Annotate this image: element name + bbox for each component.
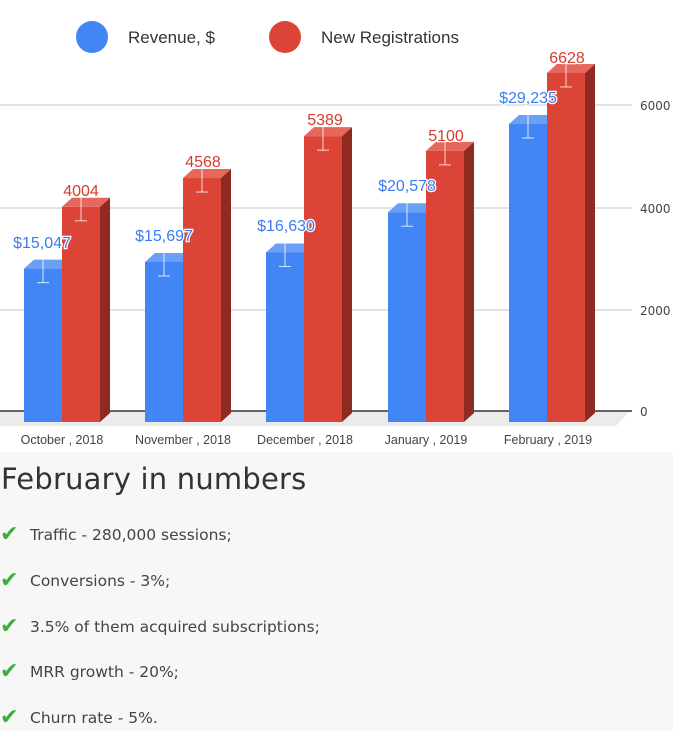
registrations-value-label: 5389 [307,112,343,129]
x-tick: November , 2018 [135,433,231,447]
bar-groups [24,58,595,423]
bar-group [509,58,595,423]
bar-chart: Revenue, $ New Registrations 6000 4000 2… [0,21,671,447]
revenue-value-label: $15,697 [135,228,193,245]
registrations-value-label: 4568 [185,154,221,171]
y-axis: 6000 4000 2000 0 [640,99,671,419]
x-tick: February , 2019 [504,433,592,447]
summary-item: ✔ Conversions - 3%; [0,568,170,594]
check-icon: ✔ [0,659,19,684]
y-tick: 0 [640,405,648,419]
revenue-value-label: $29,235 [499,90,557,107]
bar-group [266,122,352,422]
y-tick: 2000 [640,304,671,318]
registrations-value-label: 4004 [63,183,99,200]
registrations-value-label: 5100 [428,128,464,145]
registrations-bar [304,122,352,422]
revenue-value-label: $16,630 [257,218,315,235]
legend-revenue-label: Revenue, $ [128,28,215,47]
y-tick: 4000 [640,202,671,216]
summary-item: ✔ Churn rate - 5%. [0,705,158,731]
legend-registrations-label: New Registrations [321,28,459,47]
summary-item-text: Conversions - 3%; [30,572,171,590]
registrations-bar [547,58,595,423]
x-axis: October , 2018 November , 2018 December … [21,433,593,447]
summary-item-text: Churn rate - 5%. [30,709,158,727]
legend-revenue-marker [76,21,108,53]
summary-item: ✔ MRR growth - 20%; [0,659,179,685]
revenue-value-label: $15,047 [13,235,71,252]
registrations-bar [62,192,110,422]
check-icon: ✔ [0,568,19,593]
summary-title: February in numbers [1,462,307,496]
summary-item-text: Traffic - 280,000 sessions; [30,526,232,544]
registrations-bar [183,164,231,422]
summary-item-text: MRR growth - 20%; [30,663,179,681]
check-icon: ✔ [0,614,19,639]
legend-registrations-marker [269,21,301,53]
x-tick: December , 2018 [257,433,353,447]
summary-item: ✔ Traffic - 280,000 sessions; [0,522,232,548]
chart-canvas: Revenue, $ New Registrations 6000 4000 2… [0,21,671,447]
legend: Revenue, $ New Registrations [76,21,459,53]
value-labels: $15,047 4004 $15,697 4568 $16,630 5389 $… [12,49,586,254]
x-tick: January , 2019 [385,433,468,447]
bar-group [24,192,110,422]
registrations-value-label: 6628 [549,50,585,67]
y-tick: 6000 [640,99,671,113]
registrations-bar [426,136,474,422]
summary-section: February in numbers ✔ Traffic - 280,000 … [0,452,673,729]
summary-item-text: 3.5% of them acquired subscriptions; [30,618,320,636]
x-tick: October , 2018 [21,433,104,447]
bar-group [145,164,231,422]
revenue-value-label: $20,578 [378,178,436,195]
bar-group [388,136,474,422]
summary-item: ✔ 3.5% of them acquired subscriptions; [0,614,320,640]
check-icon: ✔ [0,522,19,547]
check-icon: ✔ [0,705,19,730]
